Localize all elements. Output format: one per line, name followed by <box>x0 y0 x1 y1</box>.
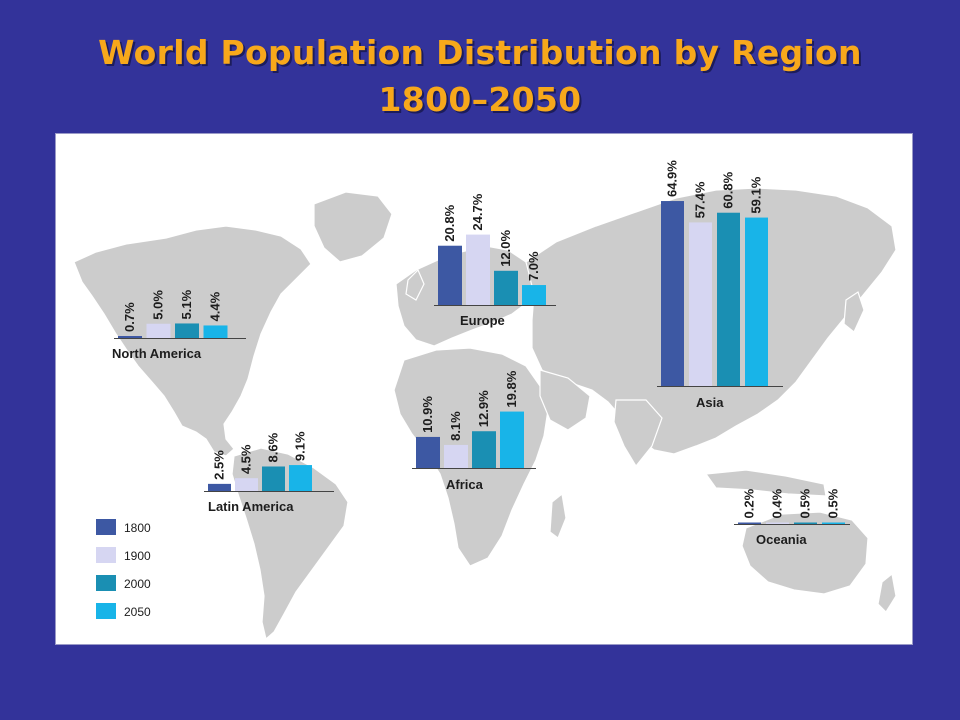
value-label-asia-1900: 57.4% <box>693 181 708 218</box>
bar-europe-2000 <box>494 270 518 305</box>
map-indonesia <box>704 469 827 497</box>
value-label-africa-2000: 12.9% <box>476 390 491 427</box>
region-label-oceania: Oceania <box>756 532 807 547</box>
value-label-africa-2050: 19.8% <box>504 370 519 407</box>
bar-asia-2050 <box>745 217 768 386</box>
value-label-north-america-2050: 4.4% <box>208 291 223 321</box>
value-label-latin-america-2050: 9.1% <box>293 431 308 461</box>
bar-europe-2050 <box>522 285 546 305</box>
value-label-latin-america-2000: 8.6% <box>266 432 281 462</box>
region-europe: 20.8% 24.7% 12.0% 7.0% Europe <box>434 193 556 328</box>
legend-swatch-2000 <box>96 575 116 591</box>
bar-asia-1900 <box>689 222 712 386</box>
bar-africa-1900 <box>444 444 468 468</box>
map-new-zealand <box>877 572 897 613</box>
bar-africa-2050 <box>500 411 524 468</box>
map-japan <box>843 291 865 333</box>
map-panel: 0.7% 5.0% 5.1% 4.4% North America 20.8% 24.7% 1… <box>55 133 913 645</box>
region-label-north-america: North America <box>112 346 202 361</box>
map-greenland <box>313 191 393 263</box>
bar-north-america-1800 <box>118 336 142 338</box>
map-uk <box>405 268 425 301</box>
bar-oceania-1900 <box>766 522 789 524</box>
bar-north-america-1900 <box>146 323 171 338</box>
map-madagascar <box>549 492 567 539</box>
region-asia: 64.9% 57.4% 60.8% 59.1% Asia <box>657 160 783 410</box>
bar-latin-america-1900 <box>235 478 258 491</box>
bar-europe-1900 <box>466 234 490 305</box>
world-map-chart: 0.7% 5.0% 5.1% 4.4% North America 20.8% 24.7% 1… <box>73 160 897 641</box>
value-label-north-america-1900: 5.0% <box>151 290 166 320</box>
bar-oceania-2050 <box>822 522 845 524</box>
value-label-asia-2000: 60.8% <box>721 171 736 208</box>
region-label-europe: Europe <box>460 313 505 328</box>
bar-north-america-2000 <box>175 323 199 338</box>
bar-europe-1800 <box>438 245 462 305</box>
legend-label-1900: 1900 <box>124 549 151 563</box>
region-label-latin-america: Latin America <box>208 499 294 514</box>
value-label-africa-1800: 10.9% <box>420 396 435 433</box>
bar-asia-1800 <box>661 201 684 386</box>
legend-swatch-1900 <box>96 547 116 563</box>
legend-label-2050: 2050 <box>124 605 151 619</box>
value-label-europe-1900: 24.7% <box>470 193 485 230</box>
value-label-north-america-2000: 5.1% <box>179 289 194 319</box>
map-south-america <box>231 447 349 641</box>
region-latin-america: 2.5% 4.5% 8.6% 9.1% Latin America <box>204 431 334 514</box>
region-label-asia: Asia <box>696 395 724 410</box>
bar-africa-2000 <box>472 431 496 468</box>
value-label-europe-1800: 20.8% <box>442 204 457 241</box>
value-label-oceania-1900: 0.4% <box>770 488 785 518</box>
value-label-asia-1800: 64.9% <box>665 160 680 197</box>
map-north-america <box>73 225 312 457</box>
map-india <box>613 399 663 468</box>
bar-asia-2000 <box>717 212 740 386</box>
bar-africa-1800 <box>416 436 440 468</box>
bar-latin-america-2000 <box>262 466 285 491</box>
bar-latin-america-2050 <box>289 465 312 491</box>
chart-title: World Population Distribution by Region <box>98 33 862 72</box>
value-label-asia-2050: 59.1% <box>749 176 764 213</box>
legend-swatch-1800 <box>96 519 116 535</box>
region-oceania: 0.2% 0.4% 0.5% 0.5% Oceania <box>734 488 850 547</box>
region-north-america: 0.7% 5.0% 5.1% 4.4% North America <box>112 289 246 361</box>
value-label-north-america-1800: 0.7% <box>122 302 137 332</box>
bar-oceania-2000 <box>794 522 817 524</box>
region-bar-groups: 0.7% 5.0% 5.1% 4.4% North America 20.8% 24.7% 1… <box>112 160 850 547</box>
legend-swatch-2050 <box>96 603 116 619</box>
value-label-latin-america-1800: 2.5% <box>212 450 227 480</box>
legend-label-2000: 2000 <box>124 577 151 591</box>
bar-latin-america-1800 <box>208 483 231 491</box>
map-arabia <box>539 369 591 431</box>
region-africa: 10.9% 8.1% 12.9% 19.8% Africa <box>412 370 536 492</box>
bar-oceania-1800 <box>738 522 761 524</box>
value-label-latin-america-1900: 4.5% <box>239 444 254 474</box>
value-label-europe-2050: 7.0% <box>526 251 541 281</box>
value-label-oceania-1800: 0.2% <box>742 488 757 518</box>
map-australia <box>741 511 869 595</box>
legend-label-1800: 1800 <box>124 521 151 535</box>
legend: 1800 1900 2000 2050 <box>96 519 151 619</box>
bar-north-america-2050 <box>203 325 228 338</box>
value-label-africa-1900: 8.1% <box>448 411 463 441</box>
value-label-europe-2000: 12.0% <box>498 229 513 266</box>
value-label-oceania-2000: 0.5% <box>798 488 813 518</box>
chart-subtitle: 1800–2050 <box>378 80 582 119</box>
value-label-oceania-2050: 0.5% <box>826 488 841 518</box>
region-label-africa: Africa <box>446 477 484 492</box>
